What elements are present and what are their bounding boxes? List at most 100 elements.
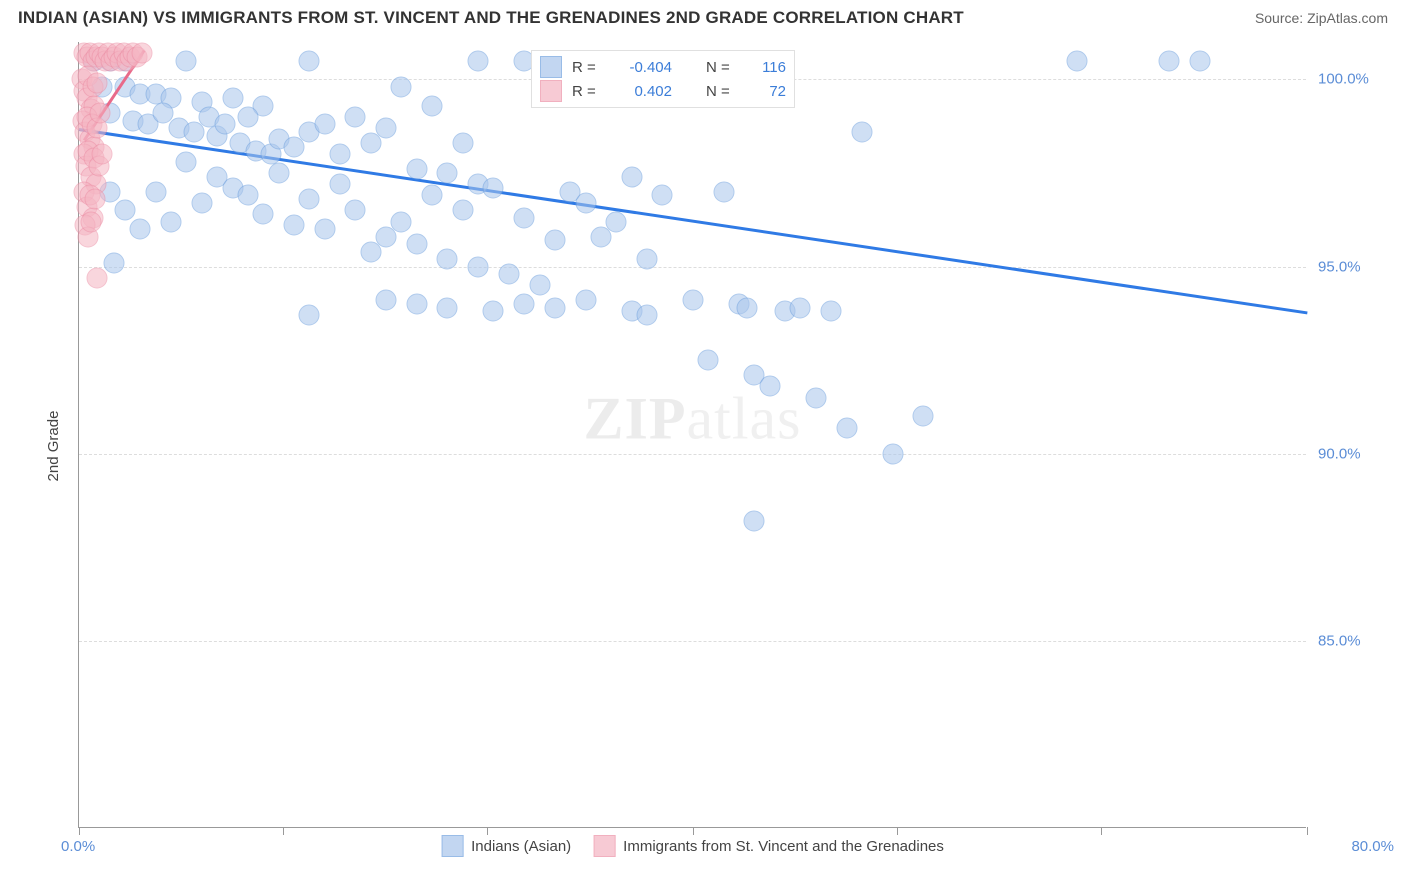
data-point [790,297,811,318]
data-point [606,211,627,232]
source-label: Source: ZipAtlas.com [1255,10,1388,26]
data-point [391,76,412,97]
data-point [483,177,504,198]
legend-swatch [540,56,562,78]
data-point [406,159,427,180]
data-point [468,256,489,277]
legend-label: Indians (Asian) [471,838,571,855]
data-point [131,43,152,64]
data-point [805,387,826,408]
data-point [130,219,151,240]
x-tick [1101,827,1102,835]
data-point [836,417,857,438]
data-point [437,249,458,270]
data-point [85,189,106,210]
x-tick-label: 0.0% [61,838,95,855]
data-point [191,192,212,213]
data-point [621,166,642,187]
data-point [222,88,243,109]
data-point [514,207,535,228]
data-point [1158,50,1179,71]
y-tick-label: 90.0% [1318,445,1398,462]
data-point [759,376,780,397]
data-point [468,50,489,71]
data-point [237,106,258,127]
data-point [376,290,397,311]
data-point [145,181,166,202]
y-axis-label: 2nd Grade [45,411,62,482]
data-point [115,200,136,221]
data-point [713,181,734,202]
x-tick [1307,827,1308,835]
data-point [86,73,107,94]
data-point [698,350,719,371]
x-tick [897,827,898,835]
data-point [314,219,335,240]
data-point [314,114,335,135]
data-point [176,151,197,172]
legend-item: Immigrants from St. Vincent and the Gren… [593,835,944,857]
legend-row: R =0.402N =72 [540,79,786,103]
data-point [821,301,842,322]
gridline [79,267,1306,268]
data-point [636,305,657,326]
data-point [214,114,235,135]
x-tick-label: 80.0% [1351,838,1394,855]
data-point [329,174,350,195]
data-point [299,50,320,71]
data-point [529,275,550,296]
data-point [376,118,397,139]
data-point [81,211,102,232]
data-point [391,211,412,232]
data-point [237,185,258,206]
legend-swatch [441,835,463,857]
data-point [253,204,274,225]
data-point [406,294,427,315]
data-point [452,133,473,154]
gridline [79,641,1306,642]
data-point [92,144,113,165]
data-point [913,406,934,427]
y-tick-label: 100.0% [1318,71,1398,88]
data-point [87,267,108,288]
data-point [329,144,350,165]
chart-title: INDIAN (ASIAN) VS IMMIGRANTS FROM ST. VI… [18,8,964,28]
y-tick-label: 85.0% [1318,632,1398,649]
x-tick [283,827,284,835]
data-point [437,297,458,318]
data-point [483,301,504,322]
data-point [544,230,565,251]
data-point [498,264,519,285]
legend-swatch [540,80,562,102]
data-point [652,185,673,206]
data-point [437,163,458,184]
x-tick [79,827,80,835]
data-point [575,290,596,311]
data-point [176,50,197,71]
data-point [575,192,596,213]
data-point [268,163,289,184]
data-point [422,185,443,206]
legend-label: Immigrants from St. Vincent and the Gren… [623,838,944,855]
data-point [851,121,872,142]
data-point [736,297,757,318]
data-point [283,215,304,236]
x-tick [487,827,488,835]
data-point [882,443,903,464]
data-point [299,305,320,326]
data-point [1066,50,1087,71]
data-point [422,95,443,116]
data-point [514,294,535,315]
data-point [89,103,110,124]
data-point [744,511,765,532]
series-legend: Indians (Asian) Immigrants from St. Vince… [441,835,944,857]
data-point [161,211,182,232]
gridline [79,454,1306,455]
x-tick [693,827,694,835]
data-point [345,106,366,127]
data-point [104,252,125,273]
legend-row: R =-0.404N =116 [540,55,786,79]
legend-swatch [593,835,615,857]
data-point [1189,50,1210,71]
legend-item: Indians (Asian) [441,835,571,857]
